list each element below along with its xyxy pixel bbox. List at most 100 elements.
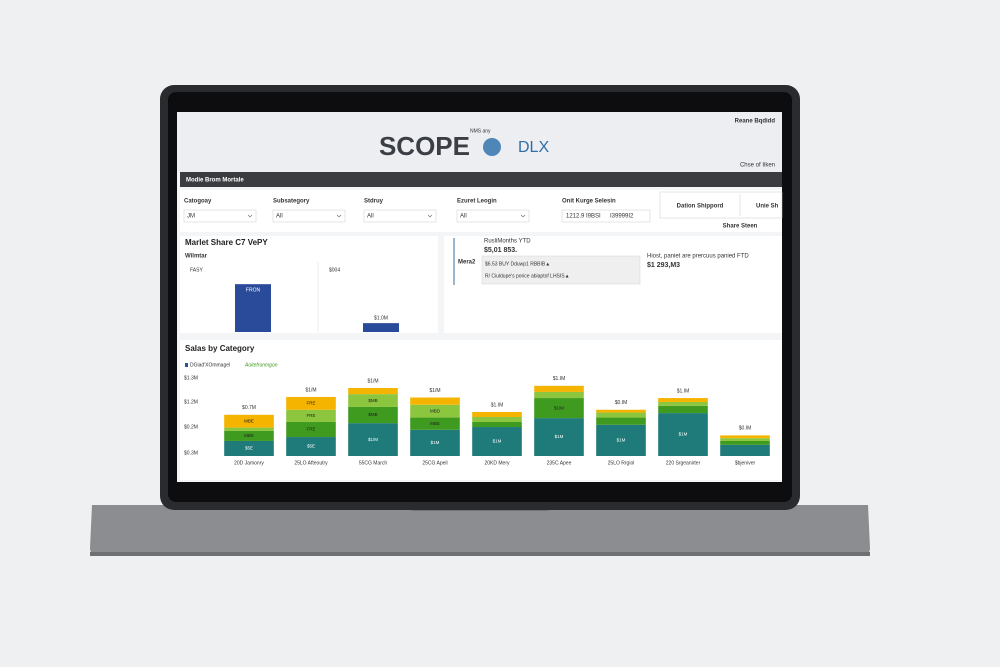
x-tick-label: 20KD Mery — [484, 460, 510, 466]
filter-dropdown[interactable] — [456, 209, 530, 223]
bar-segment — [348, 388, 398, 395]
dropdown-arrow — [520, 214, 526, 218]
filter-value[interactable]: 1212.9 I9BSI — [566, 214, 601, 220]
segment-label: $1M — [555, 434, 564, 439]
kpi-line: R/ Ciuldupe's porice abiaptof LHSIS▲ — [485, 273, 570, 279]
segment-label: $MB — [368, 412, 377, 417]
bar-segment — [410, 429, 460, 456]
bar-text: FRON — [246, 287, 261, 293]
kpi-label: Mera2 — [458, 260, 476, 266]
bar-segment — [658, 401, 708, 406]
logo: SCOPE — [379, 131, 470, 161]
bar-segment — [596, 424, 646, 456]
bar-text: $1.0M — [374, 315, 388, 321]
chart-title: Salas by Category — [185, 344, 255, 353]
segment-label: $5E — [245, 446, 253, 451]
segment-label: $1M — [679, 432, 688, 437]
segment-label: FRE — [307, 401, 316, 406]
filter-label: Catogoay — [184, 199, 212, 205]
filter-value[interactable]: I39999I2 — [610, 214, 634, 220]
bar-segment — [534, 418, 584, 456]
bar-segment — [596, 412, 646, 418]
filter-value: All — [460, 214, 467, 220]
segment-label: $1M — [493, 439, 502, 444]
x-tick-label: 220 Srgeanirter — [666, 460, 701, 466]
header-link[interactable]: Chse of Iiken — [740, 163, 775, 169]
total-label: $0.IM — [615, 400, 628, 406]
x-tick-label: $bjeniver — [735, 460, 756, 466]
legend-swatch — [185, 363, 188, 367]
bar-segment — [720, 440, 770, 445]
filter-dropdown[interactable] — [363, 209, 437, 223]
bar — [235, 284, 271, 332]
bar-segment — [348, 406, 398, 424]
filter-label: Stdruy — [364, 199, 384, 205]
legend-entry: DGiad'XOmmagel — [190, 362, 230, 368]
bar-segment — [224, 440, 274, 456]
market-share-chart: FASY FRON $004 $1.0M — [190, 267, 399, 332]
x-tick-label: 25CG Apeil — [422, 460, 447, 466]
button-row — [659, 191, 783, 219]
bar-segment — [410, 417, 460, 430]
total-label: $0.IM — [739, 426, 752, 432]
kpi-title: RusliMonths YTD — [484, 239, 531, 245]
sales-chart: $1.3M $1.2M $0.2M $0.3M $5E MBE MBE $0.7M 20D Ja… — [184, 375, 770, 466]
x-tick-label: 25LO Rrgiol — [608, 460, 635, 466]
bar-segment — [348, 394, 398, 407]
filters: Catogoay JM Subsategory All Stdruy All Ezuret … — [183, 199, 651, 223]
filter-input[interactable] — [561, 209, 651, 223]
filter-value: All — [367, 214, 374, 220]
bar-segment — [658, 413, 708, 456]
segment-label: FRE — [307, 413, 316, 418]
bar-segment — [720, 438, 770, 441]
y-axis-label: $0.3M — [184, 450, 198, 456]
bar-segment — [286, 422, 336, 438]
bar — [363, 323, 399, 332]
bar-segment — [348, 423, 398, 456]
bar-category: FASY — [190, 267, 203, 273]
logo-suffix: DLX — [518, 139, 549, 156]
bar-segment — [534, 385, 584, 392]
dropdown-arrow — [427, 214, 433, 218]
segment-label: $1M — [617, 438, 626, 443]
segment-label: MBE — [244, 433, 254, 438]
header — [177, 112, 782, 172]
legend-entry: Aoitefronmgon — [244, 362, 278, 368]
kpi-value: $5,01 853. — [484, 247, 517, 254]
bar-segment — [534, 391, 584, 399]
x-tick-label: 25LO Afteoutry — [294, 460, 328, 466]
laptop-base — [90, 505, 870, 556]
bar-segment — [658, 398, 708, 402]
y-axis-label: $0.2M — [184, 424, 198, 430]
bar-segment — [472, 417, 522, 423]
user-name[interactable]: Reane Bqdidd — [735, 119, 776, 125]
dropdown-arrow — [247, 214, 253, 218]
filter-value: All — [276, 214, 283, 220]
total-label: $1/M — [367, 378, 378, 384]
bar-segment — [286, 396, 336, 410]
panel-title: Marlet Share C7 VePY — [185, 238, 268, 247]
logo-globe — [483, 138, 501, 156]
kpi-note-value: $1 293,M3 — [647, 262, 680, 269]
x-tick-label: 55CG March — [359, 460, 388, 466]
total-label: $1.IM — [491, 402, 504, 408]
filter-label: Ezuret Leogin — [457, 199, 497, 205]
filter-dropdown[interactable] — [183, 209, 257, 223]
total-label: $1/M — [429, 388, 440, 394]
button[interactable]: Dation Shippord — [677, 204, 724, 210]
segment-label: $1M — [431, 440, 440, 445]
total-label: $1.IM — [677, 388, 690, 394]
nav-title: Modie Brom Mortale — [186, 178, 244, 184]
segment-label: $5E — [307, 444, 315, 449]
bar-segment — [472, 427, 522, 456]
button[interactable]: Share Steen — [723, 224, 758, 230]
total-label: $1/M — [305, 387, 316, 393]
segment-label: MBE — [244, 418, 254, 423]
segment-label: MBE — [430, 421, 440, 426]
filter-dropdown[interactable] — [272, 209, 346, 223]
button[interactable]: Unie Sh — [756, 204, 779, 210]
panel-subtitle: Wilmtar — [185, 254, 208, 260]
dropdown-arrow — [336, 214, 342, 218]
y-axis-label: $1.3M — [184, 375, 198, 381]
bar-segment — [534, 398, 584, 419]
